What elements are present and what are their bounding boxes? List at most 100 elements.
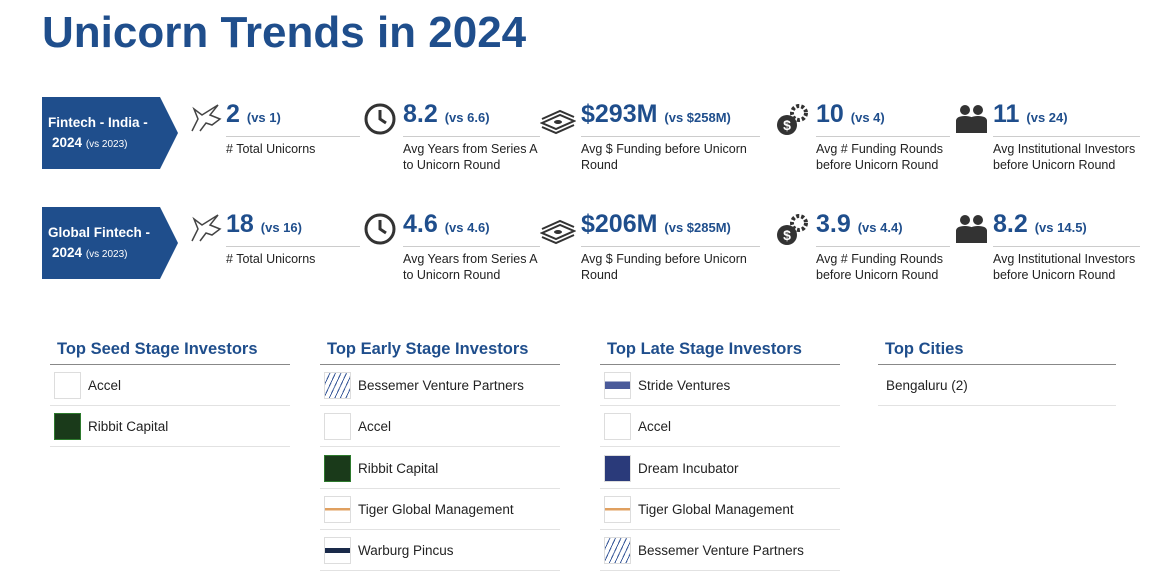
metric-number: $293M (581, 100, 658, 128)
row-badge (42, 207, 178, 279)
metric-value: 8.2 (vs 6.6) (403, 100, 490, 129)
row-label-note: (vs 2023) (85, 249, 128, 260)
row-label-line2: 2024 (52, 135, 83, 150)
city-name: Bengaluru (2) (886, 378, 968, 393)
list-heading: Top Cities (885, 340, 964, 358)
metric-rule (581, 246, 760, 247)
metric-comparison: (vs 16) (260, 220, 302, 235)
investor-logo (604, 454, 631, 482)
investor-logo (54, 413, 81, 441)
row-label: Global Fintech - 2024 (vs 2023) (48, 223, 150, 265)
metric-number: $206M (581, 210, 658, 238)
metric-comparison: (vs 4.6) (444, 220, 490, 235)
investor-name: Accel (638, 419, 672, 435)
metric-number: 10 (816, 100, 844, 128)
list-heading-rule (878, 364, 1116, 365)
list-row-rule (320, 487, 560, 489)
metric-label: Avg Years from Series A to Unicorn Round (403, 142, 537, 172)
metric-icon (540, 109, 576, 135)
metric-label: Avg Institutional Investors before Unico… (993, 142, 1136, 172)
metric-rule (816, 136, 950, 137)
investor-logo (604, 372, 631, 399)
svg-text:$: $ (783, 117, 791, 133)
metric-rule (993, 136, 1140, 137)
metric-comparison: (vs 14.5) (1034, 220, 1087, 235)
metric-rule (816, 246, 950, 247)
metric-comparison: (vs 4) (850, 110, 885, 125)
metric-label: Avg # Funding Rounds before Unicorn Roun… (816, 142, 943, 172)
list-row-rule (50, 405, 290, 406)
metric-rule (226, 136, 360, 137)
investor-logo (604, 495, 631, 523)
row-label-line2-wrap: 2024 (vs 2023) (48, 133, 148, 155)
page-title: Unicorn Trends in 2024 (42, 8, 527, 57)
investor-name: Ribbit Capital (358, 460, 439, 476)
metric-value: 2 (vs 1) (226, 100, 281, 129)
metric-value: 11 (vs 24) (993, 100, 1068, 129)
list-row-rule (50, 446, 290, 448)
metric-icon (364, 103, 396, 135)
row-label: Fintech - India - 2024 (vs 2023) (48, 113, 148, 155)
list-row-rule (600, 570, 840, 572)
metric-icon (191, 214, 222, 242)
metric-label: Avg # Funding Rounds before Unicorn Roun… (816, 252, 943, 282)
investor-name: Dream Incubator (638, 460, 739, 476)
investor-logo (324, 454, 351, 482)
metric-value: 3.9 (vs 4.4) (816, 210, 903, 239)
metric-label: Avg Years from Series A to Unicorn Round (403, 252, 537, 282)
svg-text:$: $ (783, 227, 791, 243)
metric-number: 18 (226, 210, 254, 238)
list-row-rule (600, 405, 840, 406)
metric-label: # Total Unicorns (226, 142, 316, 156)
metric-icon (956, 215, 987, 243)
row-label-line2-wrap: 2024 (vs 2023) (48, 243, 150, 265)
investor-name: Tiger Global Management (638, 501, 794, 517)
investor-name: Accel (88, 378, 122, 393)
investor-logo (54, 372, 81, 399)
list-heading-rule (600, 364, 840, 365)
list-row-rule (600, 446, 840, 448)
metric-label: Avg $ Funding before Unicorn Round (581, 142, 747, 172)
metric-comparison: (vs 1) (246, 110, 281, 125)
investor-name: Accel (358, 419, 392, 435)
list-row-rule (320, 570, 560, 572)
metric-number: 8.2 (403, 100, 438, 128)
investor-name: Bessemer Venture Partners (638, 543, 804, 559)
investor-logo (604, 537, 631, 565)
metric-comparison: (vs $285M) (664, 220, 731, 235)
investor-logo (324, 537, 351, 565)
row-badge (42, 97, 178, 169)
metric-number: 2 (226, 100, 240, 128)
metric-number: 11 (993, 100, 1020, 128)
metric-value: 4.6 (vs 4.6) (403, 210, 490, 239)
investor-logo (324, 413, 351, 441)
metric-comparison: (vs $258M) (664, 110, 731, 125)
row-label-note: (vs 2023) (85, 139, 128, 150)
metric-icon (956, 105, 987, 133)
metric-icon (540, 219, 576, 245)
list-heading-rule (320, 364, 560, 365)
metric-icon (364, 213, 396, 245)
investor-name: Bessemer Venture Partners (358, 378, 524, 393)
list-row-rule (878, 405, 1116, 406)
row-label-line2: 2024 (52, 245, 83, 260)
metric-rule (226, 246, 360, 247)
investor-logo (324, 495, 351, 523)
metric-label: Avg Institutional Investors before Unico… (993, 252, 1136, 282)
investor-logo (604, 413, 631, 441)
metric-number: 3.9 (816, 210, 851, 238)
metric-rule (993, 246, 1140, 247)
metric-value: 18 (vs 16) (226, 210, 302, 239)
list-row-rule (320, 405, 560, 406)
metric-value: $293M (vs $258M) (581, 100, 731, 129)
row-label-line1: Global Fintech - (48, 225, 151, 240)
list-heading: Top Late Stage Investors (607, 340, 802, 358)
investor-logo (324, 372, 351, 399)
metric-value: 8.2 (vs 14.5) (993, 210, 1087, 239)
metric-rule (581, 136, 760, 137)
metric-number: 8.2 (993, 210, 1028, 238)
metric-icon: $ (777, 214, 808, 245)
metric-value: 10 (vs 4) (816, 100, 885, 129)
metric-comparison: (vs 24) (1026, 110, 1068, 125)
